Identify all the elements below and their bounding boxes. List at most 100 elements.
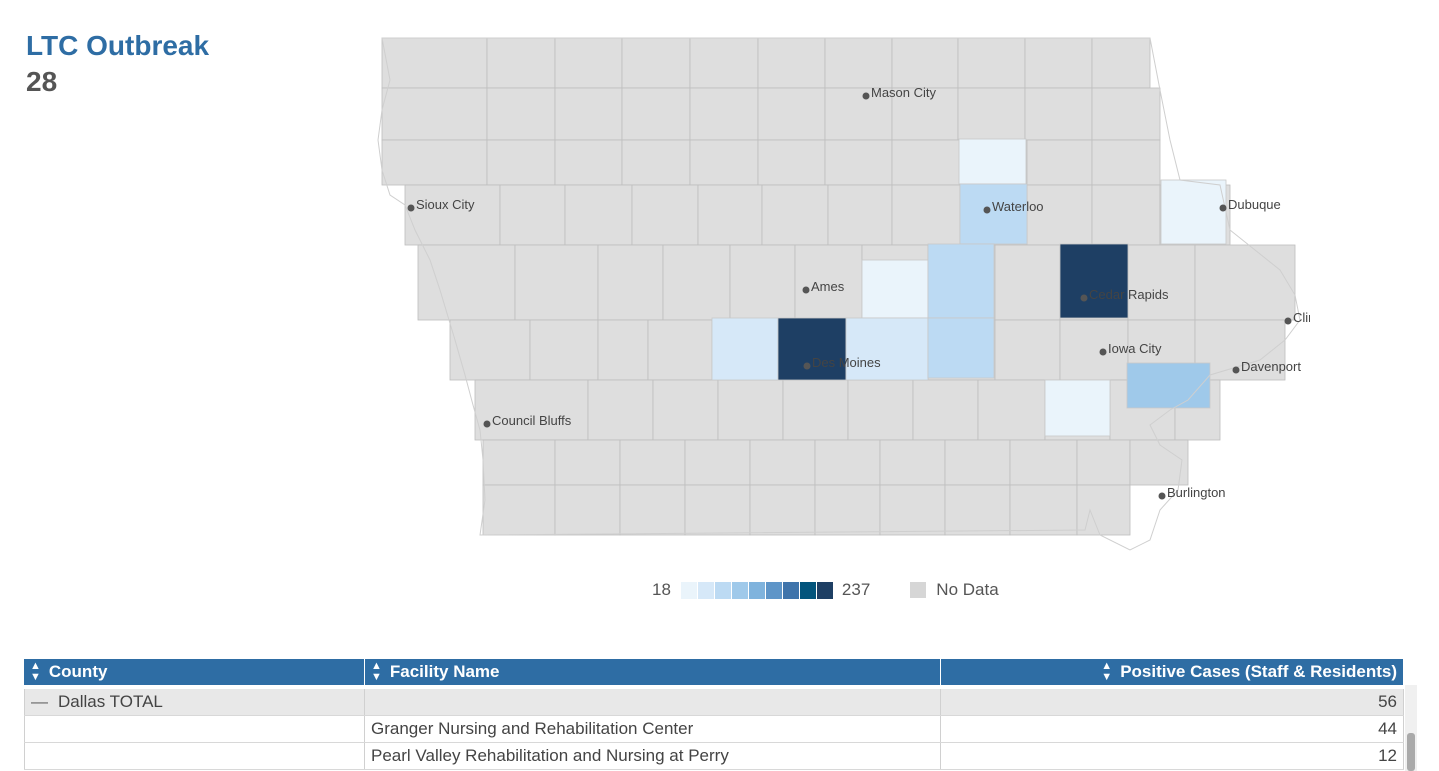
county[interactable] bbox=[1009, 439, 1078, 486]
county[interactable] bbox=[619, 484, 686, 536]
county[interactable] bbox=[381, 87, 488, 141]
column-header-county[interactable]: ▲ ▼ County bbox=[24, 659, 365, 685]
county[interactable] bbox=[1024, 87, 1093, 141]
county[interactable] bbox=[944, 484, 1011, 536]
county[interactable] bbox=[782, 379, 849, 441]
county-muscatine[interactable] bbox=[1126, 362, 1211, 409]
sort-icon[interactable]: ▲ ▼ bbox=[30, 660, 41, 683]
county[interactable] bbox=[417, 244, 516, 321]
county[interactable] bbox=[749, 439, 816, 486]
table-row[interactable]: Granger Nursing and Rehabilitation Cente… bbox=[24, 716, 1404, 743]
county[interactable] bbox=[827, 184, 893, 246]
county[interactable] bbox=[486, 37, 556, 89]
county[interactable] bbox=[1024, 37, 1093, 89]
county-black-hawk[interactable] bbox=[959, 183, 1028, 245]
county[interactable] bbox=[847, 379, 914, 441]
county[interactable] bbox=[381, 37, 488, 89]
county-marshall[interactable] bbox=[927, 243, 995, 319]
county[interactable] bbox=[482, 484, 556, 536]
county[interactable] bbox=[1091, 184, 1161, 246]
county-bremer[interactable] bbox=[958, 138, 1027, 185]
county[interactable] bbox=[554, 439, 621, 486]
county[interactable] bbox=[1127, 244, 1196, 321]
county[interactable] bbox=[404, 184, 501, 246]
county[interactable] bbox=[824, 37, 893, 89]
county[interactable] bbox=[529, 319, 599, 381]
county[interactable] bbox=[684, 484, 751, 536]
county[interactable] bbox=[814, 484, 881, 536]
county[interactable] bbox=[482, 439, 556, 486]
county[interactable] bbox=[1076, 484, 1131, 536]
county[interactable] bbox=[912, 379, 979, 441]
county[interactable] bbox=[474, 379, 589, 441]
county-dallas[interactable] bbox=[711, 317, 779, 381]
county[interactable] bbox=[794, 244, 863, 321]
county-dubuque[interactable] bbox=[1160, 179, 1227, 245]
county[interactable] bbox=[891, 139, 961, 186]
county[interactable] bbox=[1091, 37, 1151, 89]
county[interactable] bbox=[957, 87, 1026, 141]
county[interactable] bbox=[749, 484, 816, 536]
table-row[interactable]: Pearl Valley Rehabilitation and Nursing … bbox=[24, 743, 1404, 770]
county[interactable] bbox=[587, 379, 654, 441]
county[interactable] bbox=[689, 37, 759, 89]
county[interactable] bbox=[689, 139, 759, 186]
county[interactable] bbox=[814, 439, 881, 486]
county[interactable] bbox=[977, 379, 1046, 441]
county[interactable] bbox=[1009, 484, 1078, 536]
county-washington[interactable] bbox=[1044, 379, 1111, 437]
county[interactable] bbox=[824, 139, 893, 186]
county[interactable] bbox=[449, 319, 531, 381]
county[interactable] bbox=[729, 244, 796, 321]
county[interactable] bbox=[891, 184, 961, 246]
county[interactable] bbox=[564, 184, 633, 246]
county[interactable] bbox=[761, 184, 829, 246]
county[interactable] bbox=[891, 37, 959, 89]
column-header-facility[interactable]: ▲ ▼ Facility Name bbox=[365, 659, 941, 685]
county[interactable] bbox=[1076, 439, 1131, 486]
county[interactable] bbox=[879, 484, 946, 536]
county[interactable] bbox=[879, 439, 946, 486]
county[interactable] bbox=[1091, 139, 1161, 186]
county-poweshiek[interactable] bbox=[927, 317, 995, 379]
county[interactable] bbox=[486, 139, 556, 186]
county[interactable] bbox=[994, 244, 1061, 321]
table-total-row[interactable]: — Dallas TOTAL 56 bbox=[24, 689, 1404, 716]
county[interactable] bbox=[554, 87, 623, 141]
sort-icon[interactable]: ▲ ▼ bbox=[371, 660, 382, 683]
sort-icon[interactable]: ▲ ▼ bbox=[1101, 660, 1113, 683]
county[interactable] bbox=[957, 37, 1026, 89]
county-polk[interactable] bbox=[777, 317, 847, 381]
scrollbar-thumb[interactable] bbox=[1407, 733, 1415, 771]
county-jasper[interactable] bbox=[845, 317, 929, 381]
county[interactable] bbox=[621, 139, 691, 186]
county[interactable] bbox=[697, 184, 763, 246]
county[interactable] bbox=[621, 37, 691, 89]
county[interactable] bbox=[717, 379, 784, 441]
county[interactable] bbox=[1194, 244, 1296, 321]
county[interactable] bbox=[684, 439, 751, 486]
county[interactable] bbox=[647, 319, 713, 381]
county[interactable] bbox=[1026, 139, 1093, 186]
county[interactable] bbox=[381, 139, 488, 186]
column-header-cases[interactable]: ▲ ▼ Positive Cases (Staff & Residents) bbox=[941, 659, 1404, 685]
county[interactable] bbox=[486, 87, 556, 141]
county[interactable] bbox=[994, 319, 1061, 381]
county[interactable] bbox=[554, 484, 621, 536]
county[interactable] bbox=[499, 184, 566, 246]
county[interactable] bbox=[944, 439, 1011, 486]
county[interactable] bbox=[1129, 439, 1189, 486]
county[interactable] bbox=[824, 87, 893, 141]
county[interactable] bbox=[757, 37, 826, 89]
collapse-icon[interactable]: — bbox=[31, 692, 48, 711]
county[interactable] bbox=[652, 379, 719, 441]
county-story[interactable] bbox=[861, 259, 929, 319]
county[interactable] bbox=[1059, 319, 1129, 381]
county-linn[interactable] bbox=[1059, 243, 1129, 319]
county[interactable] bbox=[1091, 87, 1161, 141]
iowa-county-map[interactable]: Mason City Sioux City Waterloo Dubuque Ames C… bbox=[370, 30, 1310, 575]
table-scrollbar[interactable] bbox=[1405, 685, 1417, 771]
county[interactable] bbox=[757, 139, 826, 186]
county[interactable] bbox=[1026, 184, 1093, 246]
county[interactable] bbox=[891, 87, 959, 141]
